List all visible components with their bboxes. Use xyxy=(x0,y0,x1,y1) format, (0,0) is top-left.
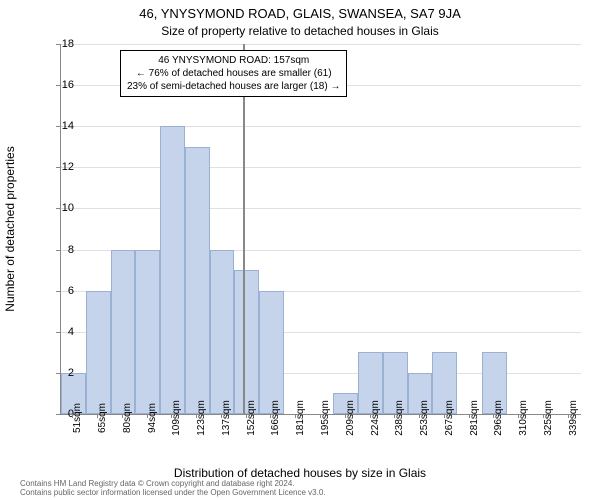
y-tick-mark xyxy=(56,208,60,209)
histogram-bar xyxy=(185,147,210,414)
x-tick-mark xyxy=(122,414,123,418)
x-tick-label: 181sqm xyxy=(295,400,306,436)
histogram-bar xyxy=(111,250,136,414)
gridline xyxy=(61,208,581,209)
x-tick-mark xyxy=(444,414,445,418)
y-tick-mark xyxy=(56,126,60,127)
x-tick-mark xyxy=(320,414,321,418)
x-tick-label: 195sqm xyxy=(320,400,331,436)
x-tick-label: 310sqm xyxy=(518,400,529,436)
x-tick-mark xyxy=(518,414,519,418)
y-tick-mark xyxy=(56,414,60,415)
footnote-line-2: Contains public sector information licen… xyxy=(20,488,326,498)
gridline xyxy=(61,167,581,168)
x-tick-mark xyxy=(97,414,98,418)
x-tick-label: 281sqm xyxy=(469,400,480,436)
x-tick-label: 267sqm xyxy=(444,400,455,436)
chart-subtitle: Size of property relative to detached ho… xyxy=(0,24,600,38)
x-tick-mark xyxy=(171,414,172,418)
histogram-bar xyxy=(234,270,259,414)
annotation-box: 46 YNYSYMOND ROAD: 157sqm ← 76% of detac… xyxy=(120,50,347,97)
histogram-bar xyxy=(160,126,185,414)
gridline xyxy=(61,126,581,127)
chart-title: 46, YNYSYMOND ROAD, GLAIS, SWANSEA, SA7 … xyxy=(0,6,600,21)
x-tick-label: 209sqm xyxy=(345,400,356,436)
x-tick-label: 137sqm xyxy=(221,400,232,436)
annotation-line-3: 23% of semi-detached houses are larger (… xyxy=(127,80,340,93)
x-tick-mark xyxy=(221,414,222,418)
x-tick-mark xyxy=(147,414,148,418)
chart-container: 46, YNYSYMOND ROAD, GLAIS, SWANSEA, SA7 … xyxy=(0,0,600,500)
x-tick-label: 339sqm xyxy=(568,400,579,436)
x-tick-label: 296sqm xyxy=(493,400,504,436)
x-tick-label: 109sqm xyxy=(171,400,182,436)
annotation-line-1: 46 YNYSYMOND ROAD: 157sqm xyxy=(127,54,340,67)
x-tick-label: 65sqm xyxy=(97,403,108,433)
x-tick-mark xyxy=(493,414,494,418)
histogram-bar xyxy=(210,250,235,414)
annotation-line-2: ← 76% of detached houses are smaller (61… xyxy=(127,67,340,80)
y-tick-mark xyxy=(56,250,60,251)
footnote: Contains HM Land Registry data © Crown c… xyxy=(20,479,326,498)
y-tick-mark xyxy=(56,85,60,86)
x-tick-mark xyxy=(270,414,271,418)
x-tick-mark xyxy=(543,414,544,418)
x-tick-label: 123sqm xyxy=(196,400,207,436)
x-tick-mark xyxy=(72,414,73,418)
histogram-bar xyxy=(135,250,160,414)
x-tick-mark xyxy=(295,414,296,418)
histogram-bar xyxy=(259,291,284,414)
marker-line xyxy=(243,44,245,414)
x-tick-mark xyxy=(469,414,470,418)
footnote-line-1: Contains HM Land Registry data © Crown c… xyxy=(20,479,326,489)
x-tick-mark xyxy=(394,414,395,418)
x-tick-label: 238sqm xyxy=(394,400,405,436)
y-tick-mark xyxy=(56,332,60,333)
x-tick-label: 224sqm xyxy=(370,400,381,436)
y-tick-mark xyxy=(56,167,60,168)
x-tick-label: 152sqm xyxy=(246,400,257,436)
x-tick-mark xyxy=(419,414,420,418)
y-tick-mark xyxy=(56,373,60,374)
x-tick-label: 51sqm xyxy=(72,403,83,433)
x-tick-mark xyxy=(345,414,346,418)
y-tick-mark xyxy=(56,291,60,292)
x-tick-label: 253sqm xyxy=(419,400,430,436)
x-tick-label: 80sqm xyxy=(122,403,133,433)
x-tick-mark xyxy=(196,414,197,418)
plot-area xyxy=(60,44,581,415)
x-tick-mark xyxy=(568,414,569,418)
x-tick-label: 325sqm xyxy=(543,400,554,436)
y-axis-label: Number of detached properties xyxy=(3,146,17,311)
y-tick-mark xyxy=(56,44,60,45)
x-tick-mark xyxy=(246,414,247,418)
gridline xyxy=(61,44,581,45)
x-tick-label: 94sqm xyxy=(147,403,158,433)
histogram-bar xyxy=(86,291,111,414)
x-tick-mark xyxy=(370,414,371,418)
x-tick-label: 166sqm xyxy=(270,400,281,436)
